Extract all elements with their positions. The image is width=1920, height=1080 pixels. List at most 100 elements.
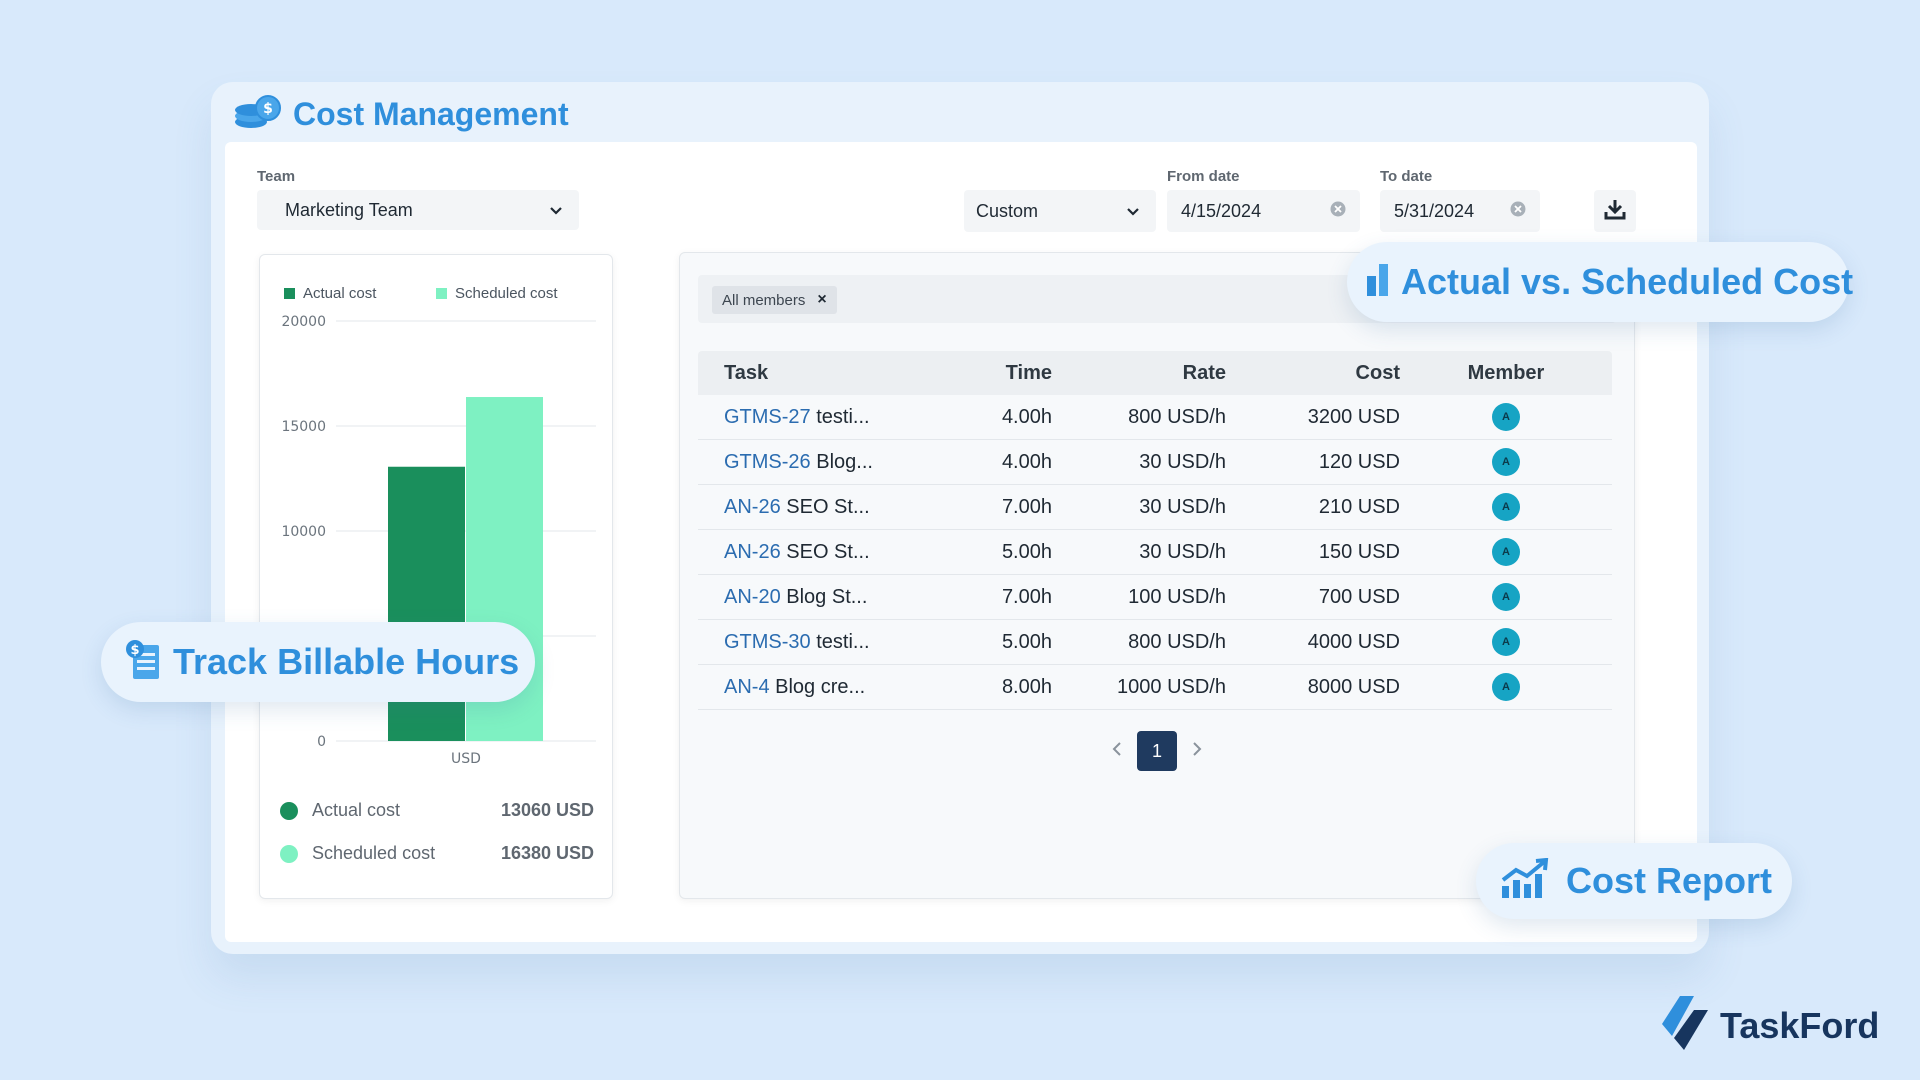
task-name: SEO St...: [786, 540, 870, 563]
receipt-dollar-icon: $: [125, 639, 163, 686]
table-row[interactable]: AN-26 SEO St... 7.00h 30 USD/h 210 USD A: [698, 485, 1612, 530]
cost-cell: 120 USD: [1318, 450, 1400, 473]
legend-actual[interactable]: Actual cost: [284, 285, 376, 302]
task-cell[interactable]: GTMS-30 testi...: [698, 631, 918, 654]
header-time[interactable]: Time: [1005, 361, 1052, 384]
from-date-field[interactable]: 4/15/2024: [1167, 190, 1360, 232]
rate-cell: 800 USD/h: [1128, 630, 1226, 653]
task-key-link[interactable]: AN-4: [724, 675, 770, 698]
avatar[interactable]: A: [1492, 538, 1520, 566]
member-cell: A: [1400, 673, 1612, 701]
task-cell[interactable]: AN-20 Blog St...: [698, 586, 918, 609]
legend-swatch-scheduled: [436, 288, 447, 299]
clear-icon[interactable]: [1330, 201, 1346, 222]
time-cell: 8.00h: [1001, 675, 1052, 698]
taskford-logo-icon: [1660, 994, 1714, 1057]
to-date-field[interactable]: 5/31/2024: [1380, 190, 1540, 232]
download-icon: [1604, 198, 1626, 225]
cost-table-card: All members × Task Time Rate Cost Member…: [679, 252, 1635, 899]
task-key-link[interactable]: GTMS-26: [724, 450, 811, 473]
task-name: testi...: [816, 630, 870, 653]
date-range-select[interactable]: Custom: [964, 190, 1156, 232]
page-number-button[interactable]: 1: [1137, 731, 1177, 771]
member-cell: A: [1400, 583, 1612, 611]
cost-cell: 3200 USD: [1307, 405, 1400, 428]
time-cell: 5.00h: [1001, 630, 1052, 653]
avatar[interactable]: A: [1492, 673, 1520, 701]
task-key-link[interactable]: AN-20: [724, 585, 781, 608]
y-tick-label: 0: [317, 734, 326, 750]
summary-dot-actual: [280, 801, 298, 820]
task-cell[interactable]: GTMS-26 Blog...: [698, 451, 918, 474]
table-header: Task Time Rate Cost Member: [698, 351, 1612, 395]
task-name: Blog St...: [786, 585, 868, 608]
avatar[interactable]: A: [1492, 628, 1520, 656]
task-key-link[interactable]: AN-26: [724, 495, 781, 518]
next-page-icon[interactable]: [1191, 741, 1203, 762]
cost-cell: 210 USD: [1318, 495, 1400, 518]
download-button[interactable]: [1594, 190, 1636, 232]
member-cell: A: [1400, 538, 1612, 566]
table-row[interactable]: GTMS-30 testi... 5.00h 800 USD/h 4000 USD A: [698, 620, 1612, 665]
cost-report-badge: Cost Report: [1476, 843, 1792, 919]
header-cost[interactable]: Cost: [1355, 361, 1400, 384]
all-members-chip[interactable]: All members ×: [712, 286, 837, 314]
to-date-label: To date: [1380, 168, 1433, 185]
y-tick-label: 10000: [281, 524, 326, 540]
badge-cost-report-text: Cost Report: [1566, 860, 1772, 901]
avatar[interactable]: A: [1492, 493, 1520, 521]
task-key-link[interactable]: GTMS-30: [724, 630, 811, 653]
avatar[interactable]: A: [1492, 448, 1520, 476]
table-row[interactable]: AN-20 Blog St... 7.00h 100 USD/h 700 USD A: [698, 575, 1612, 620]
page-title: Cost Management: [293, 95, 569, 132]
badge-track-hours-text: Track Billable Hours: [173, 641, 520, 682]
prev-page-icon[interactable]: [1111, 741, 1123, 762]
date-range-value: Custom: [976, 200, 1039, 221]
time-cell: 4.00h: [1001, 450, 1052, 473]
track-billable-hours-badge: $ Track Billable Hours: [101, 622, 535, 702]
time-cell: 7.00h: [1001, 495, 1052, 518]
summary-row-actual: Actual cost 13060 USD: [280, 800, 594, 821]
task-key-link[interactable]: AN-26: [724, 540, 781, 563]
y-tick-label: 20000: [281, 314, 326, 330]
table-row[interactable]: AN-26 SEO St... 5.00h 30 USD/h 150 USD A: [698, 530, 1612, 575]
to-date-value: 5/31/2024: [1394, 200, 1475, 221]
member-cell: A: [1400, 493, 1612, 521]
task-cell[interactable]: AN-26 SEO St...: [698, 496, 918, 519]
header-member[interactable]: Member: [1467, 361, 1545, 384]
rate-cell: 100 USD/h: [1128, 585, 1226, 608]
cost-chart-card: Actual cost Scheduled cost 0500010000150…: [259, 254, 613, 899]
pagination: 1: [680, 731, 1634, 771]
y-tick-label: 15000: [281, 419, 326, 435]
table-row[interactable]: GTMS-26 Blog... 4.00h 30 USD/h 120 USD A: [698, 440, 1612, 485]
task-key-link[interactable]: GTMS-27: [724, 405, 811, 428]
task-cell[interactable]: AN-26 SEO St...: [698, 541, 918, 564]
avatar[interactable]: A: [1492, 583, 1520, 611]
avatar[interactable]: A: [1492, 403, 1520, 431]
team-select[interactable]: Marketing Team: [257, 190, 579, 230]
cost-cell: 4000 USD: [1307, 630, 1400, 653]
x-tick-label: USD: [451, 751, 481, 767]
trend-chart-icon: [1500, 857, 1550, 905]
window-header: $ Cost Management: [233, 92, 569, 136]
chip-close-icon[interactable]: ×: [817, 291, 827, 308]
summary-row-scheduled: Scheduled cost 16380 USD: [280, 843, 594, 864]
chevron-down-icon: [1126, 201, 1140, 222]
chevron-down-icon: [549, 200, 563, 221]
task-cell[interactable]: AN-4 Blog cre...: [698, 676, 918, 699]
team-label: Team: [257, 168, 296, 185]
task-name: SEO St...: [786, 495, 870, 518]
legend-label-scheduled: Scheduled cost: [455, 285, 558, 302]
member-cell: A: [1400, 628, 1612, 656]
legend-scheduled[interactable]: Scheduled cost: [436, 285, 558, 302]
table-row[interactable]: GTMS-27 testi... 4.00h 800 USD/h 3200 USD A: [698, 395, 1612, 440]
task-cell[interactable]: GTMS-27 testi...: [698, 406, 918, 429]
header-rate[interactable]: Rate: [1182, 361, 1226, 384]
header-task[interactable]: Task: [724, 361, 769, 384]
time-cell: 5.00h: [1001, 540, 1052, 563]
table-row[interactable]: AN-4 Blog cre... 8.00h 1000 USD/h 8000 USD A: [698, 665, 1612, 710]
actual-vs-scheduled-badge: Actual vs. Scheduled Cost: [1347, 242, 1853, 322]
task-name: Blog cre...: [775, 675, 866, 698]
member-cell: A: [1400, 403, 1612, 431]
clear-icon[interactable]: [1510, 201, 1526, 222]
